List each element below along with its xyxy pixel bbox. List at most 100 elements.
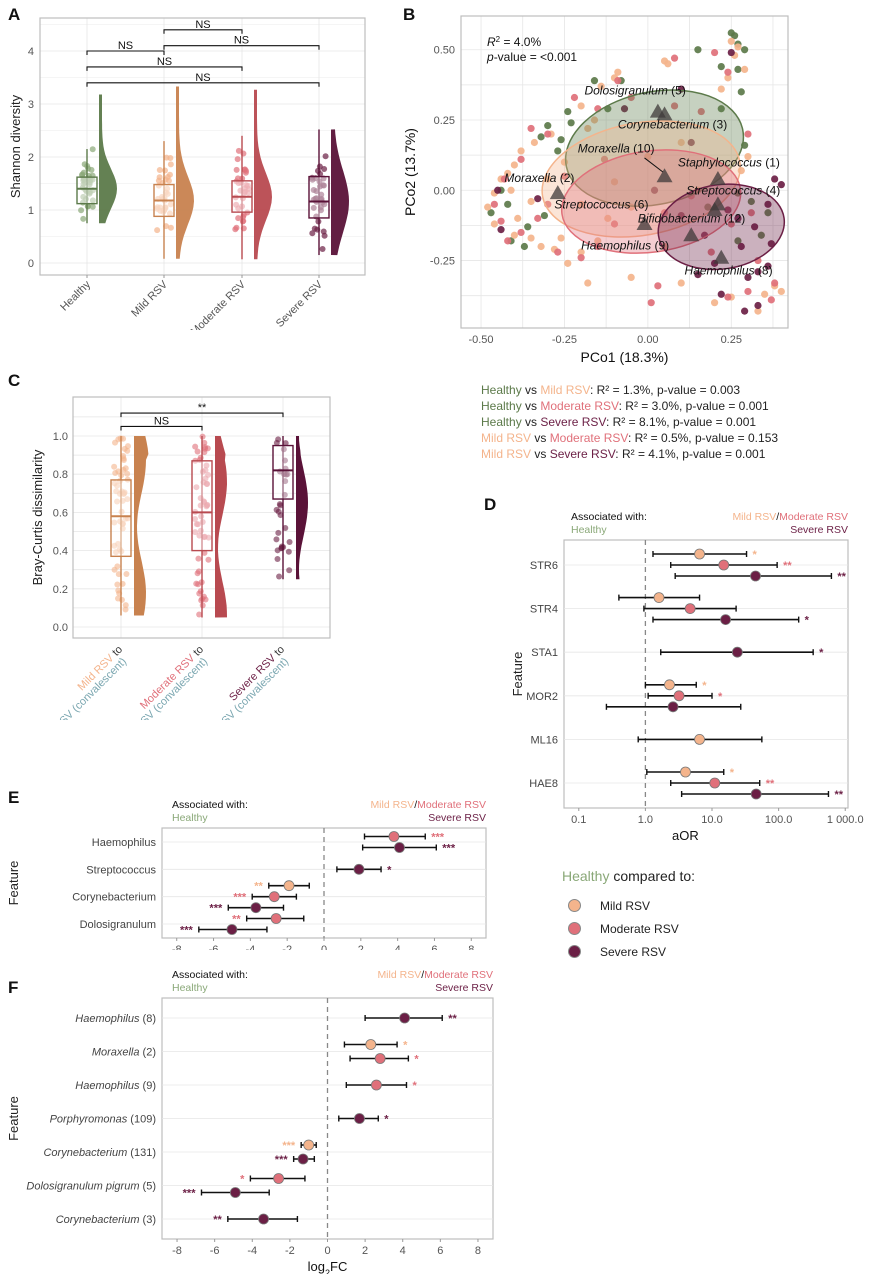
data-point-severe-rsv [744, 273, 752, 282]
data-point [120, 457, 127, 464]
data-point [113, 488, 120, 495]
data-point-moderate-rsv [560, 172, 569, 180]
group-b: Moderate RSV [549, 431, 628, 445]
taxon-label: Bifidobacterium (12) [638, 212, 745, 226]
panel-e-log2fc-genus: E Associated with:Healthy Mild RSV/Moderat… [6, 788, 487, 950]
estimate-point [268, 891, 280, 903]
data-point [286, 538, 293, 545]
confidence-ellipse [560, 149, 742, 254]
header-mild-moderate: Mild RSV/Moderate RSV [732, 511, 848, 523]
data-point [235, 215, 242, 222]
data-point [114, 498, 121, 505]
feature-label: STA1 [531, 647, 558, 659]
data-point-mild-rsv [777, 287, 785, 296]
data-point-mild-rsv [717, 85, 725, 93]
taxon-label: Staphylococcus (1) [678, 155, 780, 169]
significance-bracket [120, 412, 284, 418]
data-point [163, 154, 170, 161]
data-point-severe-rsv [724, 206, 732, 214]
data-point [154, 227, 161, 234]
feature-label: STR6 [530, 560, 558, 572]
data-point [155, 177, 162, 184]
y-axis-label: PCo2 (13.7%) [402, 128, 418, 216]
data-point [276, 573, 283, 580]
significance-stars: *** [275, 1154, 289, 1166]
feature-label: Porphyromonas (109) [50, 1114, 156, 1126]
data-point-moderate-rsv [534, 214, 542, 222]
plot-frame [72, 396, 331, 639]
x-tick-label: 0 [324, 1245, 330, 1257]
group-b: Mild RSV [540, 383, 590, 397]
data-point [195, 581, 202, 588]
panel-label-e: E [8, 788, 19, 807]
data-point-mild-rsv [510, 161, 518, 169]
data-point-moderate-rsv [517, 228, 525, 237]
data-point-severe-rsv [717, 290, 725, 298]
x-tick-label: 10.0 [701, 814, 722, 826]
data-point [80, 193, 87, 200]
estimate-point [388, 831, 400, 842]
estimate-point [653, 592, 665, 603]
x-tick-label: -8 [172, 1245, 182, 1257]
data-point [321, 232, 328, 239]
data-point [233, 166, 240, 173]
x-tick-label: 2 [358, 944, 364, 950]
significance-stars: * [819, 647, 824, 659]
estimate-point [673, 690, 685, 702]
data-point [286, 567, 293, 574]
confidence-ellipse [657, 183, 786, 271]
data-point [242, 185, 249, 192]
data-point [311, 225, 318, 232]
significance-stars: *** [282, 1140, 296, 1152]
y-tick-label: 2 [28, 152, 34, 164]
x-tick-label: 0 [321, 944, 327, 950]
data-point-moderate-rsv [710, 48, 719, 57]
data-point [234, 156, 241, 163]
estimate-point [374, 1053, 386, 1064]
legend-item: Moderate RSV [568, 917, 695, 940]
data-point [89, 176, 96, 183]
x-tick-label: -0.50 [468, 334, 493, 346]
y-tick-label: 0.2 [53, 584, 68, 596]
data-point [275, 436, 282, 443]
estimate-point [273, 1173, 285, 1184]
x-tick-label: Mild RSV [129, 278, 170, 319]
data-point-mild-rsv [517, 147, 525, 155]
data-point [89, 203, 96, 210]
estimate-point [718, 559, 730, 571]
box [272, 444, 294, 500]
vs-label: vs [521, 415, 541, 429]
data-point-healthy [741, 46, 749, 54]
y-tick-label: 0.8 [53, 469, 68, 481]
significance-stars: ** [837, 571, 846, 583]
pairwise-stat-line: Healthy vs Severe RSV: R² = 8.1%, p-valu… [481, 414, 778, 430]
data-point-severe-rsv [767, 240, 775, 248]
data-point [167, 224, 174, 231]
data-point-moderate-rsv [517, 155, 525, 163]
significance-stars: * [753, 549, 758, 561]
data-point-healthy [520, 242, 528, 251]
x-tick-label: -6 [209, 944, 219, 950]
data-point [201, 449, 208, 456]
stat-values: : R² = 8.1%, p-value = 0.001 [605, 415, 757, 429]
data-point [273, 536, 280, 543]
x-tick-label: -2 [285, 1245, 295, 1257]
y-tick-label: 1.0 [53, 431, 68, 443]
data-point-healthy [717, 105, 725, 113]
data-point-moderate-rsv [724, 68, 732, 76]
data-point [124, 470, 131, 477]
estimate-point [297, 1153, 309, 1165]
significance-stars: * [414, 1054, 419, 1066]
data-point-healthy [487, 209, 495, 217]
data-point-mild-rsv [510, 231, 518, 239]
estimate-point [270, 913, 282, 924]
data-point-healthy [564, 107, 572, 116]
x-tick-label-line2: RSV (convalescent) [214, 656, 291, 720]
significance-stars: * [730, 767, 735, 779]
data-point-healthy [524, 223, 532, 231]
estimate-point [664, 679, 675, 691]
x-tick-label: 1.0 [638, 814, 653, 826]
y-tick-label: 0 [28, 258, 34, 270]
x-tick-label: -4 [245, 944, 255, 950]
plot-frame [460, 15, 789, 329]
